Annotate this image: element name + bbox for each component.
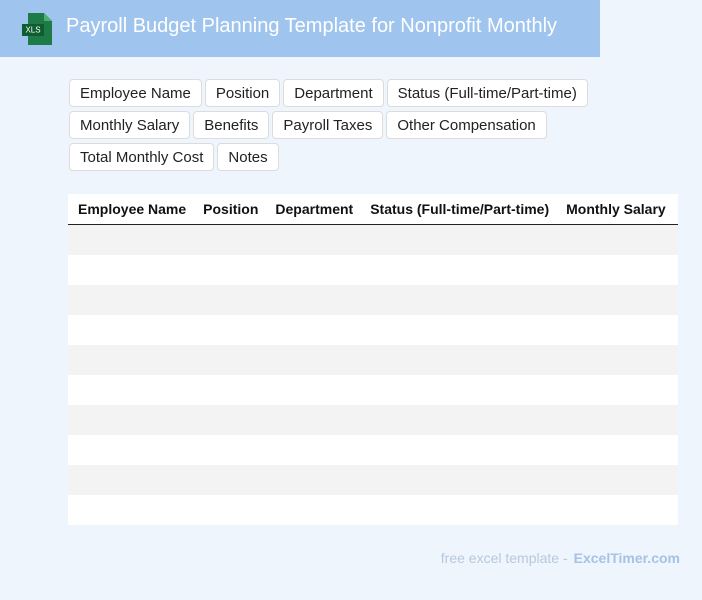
table-row bbox=[68, 495, 678, 525]
xls-icon: XLS bbox=[22, 13, 52, 45]
table-row bbox=[68, 375, 678, 405]
table: Employee Name Position Department Status (F… bbox=[68, 194, 678, 525]
table-body bbox=[68, 225, 678, 525]
column-header: Employee Name bbox=[78, 201, 187, 217]
table-row bbox=[68, 315, 678, 345]
tag[interactable]: Notes bbox=[217, 143, 279, 171]
tag[interactable]: Monthly Salary bbox=[69, 111, 191, 139]
tag[interactable]: Total Monthly Cost bbox=[69, 143, 215, 171]
tag[interactable]: Position bbox=[204, 79, 281, 107]
tag-list: Employee Name Position Department Status (F… bbox=[69, 79, 694, 171]
tag[interactable]: Other Compensation bbox=[386, 111, 547, 139]
tag[interactable]: Payroll Taxes bbox=[272, 111, 384, 139]
table-row bbox=[68, 225, 678, 255]
icon-label: XLS bbox=[25, 26, 40, 35]
footer-text: free excel template - bbox=[440, 550, 568, 566]
table-row bbox=[68, 435, 678, 465]
column-header: Benefits bbox=[673, 194, 678, 224]
footer: free excel template - ExcelTimer.com bbox=[441, 550, 680, 566]
tag[interactable]: Department bbox=[283, 79, 384, 107]
title: Payroll Budget Planning Template for Non… bbox=[66, 15, 558, 37]
table-row bbox=[68, 285, 678, 315]
table-row bbox=[68, 345, 678, 375]
column-header: Status (Full-time/Part-time) bbox=[370, 201, 550, 217]
column-header: Department bbox=[275, 201, 354, 217]
footer-link[interactable]: ExcelTimer.com bbox=[573, 550, 680, 566]
header: XLS Payroll Budget Planning Template for… bbox=[0, 0, 600, 57]
table-row bbox=[68, 405, 678, 435]
tag[interactable]: Benefits bbox=[193, 111, 270, 139]
table-row bbox=[68, 255, 678, 285]
tag[interactable]: Employee Name bbox=[69, 79, 202, 107]
tag[interactable]: Status (Full-time/Part-time) bbox=[386, 79, 588, 107]
column-header: Monthly Salary bbox=[566, 201, 666, 217]
table-row bbox=[68, 465, 678, 495]
table-header: Employee Name Position Department Status (F… bbox=[68, 194, 678, 225]
column-header: Position bbox=[203, 201, 259, 217]
